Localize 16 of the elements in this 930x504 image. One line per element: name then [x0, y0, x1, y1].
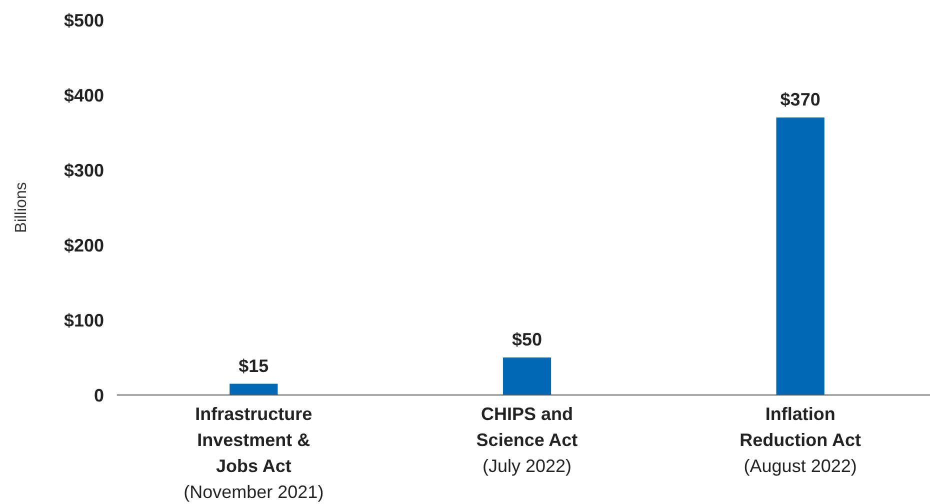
y-axis-title: Billions — [13, 182, 30, 233]
y-tick-label: $300 — [64, 160, 104, 180]
data-label: $50 — [512, 330, 542, 350]
x-tick-label: Infrastructure Investment & Jobs Act (November 2021) — [184, 404, 324, 502]
x-tick-label: Inflation Reduction Act (August 2022) — [740, 404, 862, 476]
data-label: $15 — [238, 356, 269, 376]
data-label: $370 — [780, 90, 820, 110]
bar — [230, 384, 278, 395]
y-tick-label: $200 — [64, 235, 104, 256]
bar — [502, 358, 552, 395]
bar — [776, 118, 824, 395]
x-tick-label: CHIPS and Science Act (July 2022) — [476, 404, 578, 476]
y-tick-label: $400 — [64, 85, 104, 106]
y-tick-label: $500 — [64, 10, 104, 30]
y-tick-label: 0 — [94, 385, 104, 406]
y-tick-label: $100 — [64, 310, 104, 330]
